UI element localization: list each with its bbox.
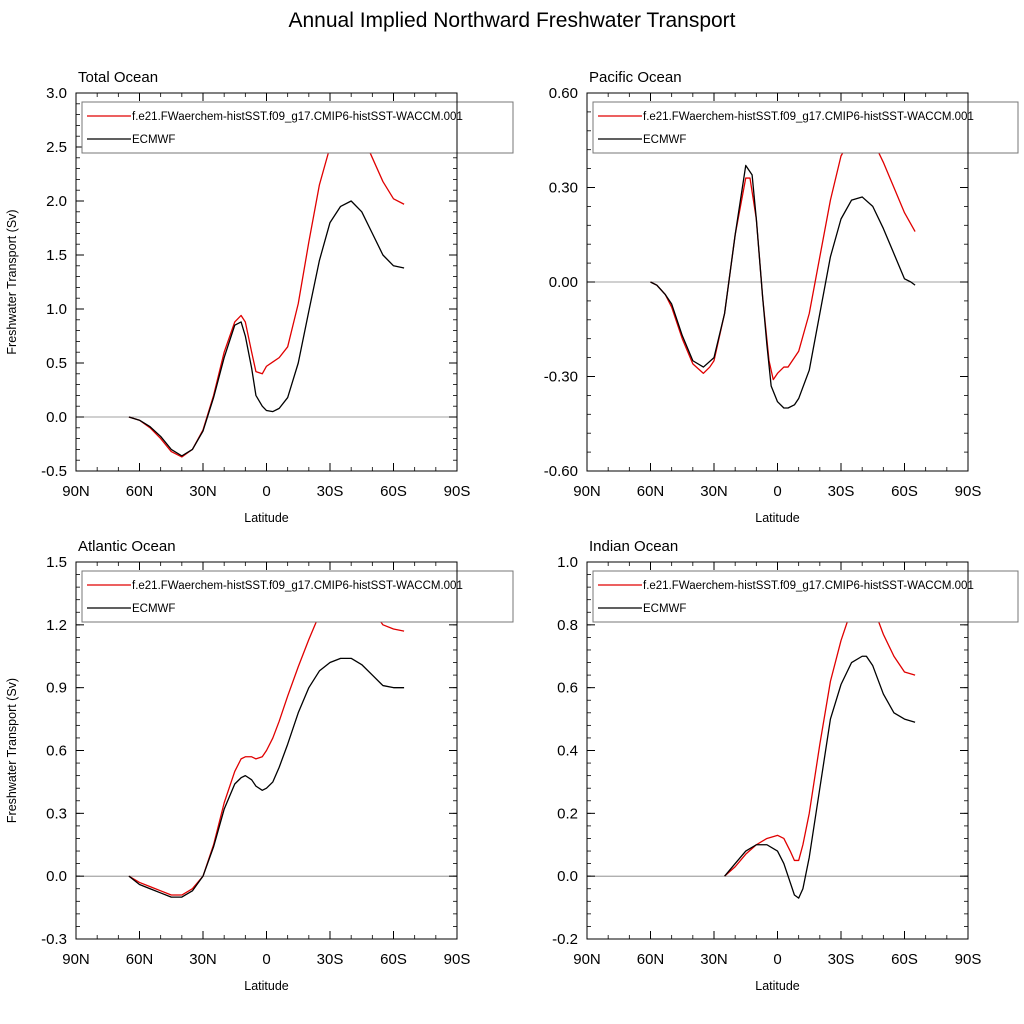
x-tick-label: 90S (955, 483, 982, 500)
y-tick-label: -0.30 (544, 369, 578, 386)
y-tick-label: 2.0 (46, 193, 67, 210)
x-tick-label: 0 (773, 951, 781, 968)
x-tick-label: 90S (955, 951, 982, 968)
x-axis-label: Latitude (244, 511, 289, 525)
series-line-f-e21-fwaerchem-histsst-f09-g17-cmip6-histsst-waccm-001 (128, 122, 405, 458)
y-tick-label: 0.0 (557, 868, 578, 885)
x-tick-label: 0 (773, 483, 781, 500)
x-axis-label: Latitude (755, 979, 800, 993)
series-line-ecmwf (724, 655, 916, 899)
x-tick-label: 60N (637, 483, 665, 500)
y-tick-label: 0.9 (46, 680, 67, 697)
panel-total-ocean: Total Ocean 90N 60N 30N 0 30S 60S 90S -0.5 0.0 0.5… (5, 69, 514, 525)
x-tick-label: 30N (700, 483, 728, 500)
y-tick-label: 0.60 (549, 85, 578, 102)
legend-label: f.e21.FWaerchem-histSST.f09_g17.CMIP6-hi… (132, 580, 463, 592)
legend-label: f.e21.FWaerchem-histSST.f09_g17.CMIP6-hi… (132, 111, 463, 123)
indian-ocean-legend: f.e21.FWaerchem-histSST.f09_g17.CMIP6-hi… (592, 570, 1019, 623)
y-tick-label: 0.6 (46, 743, 67, 760)
y-tick-label: 1.5 (46, 554, 67, 571)
y-tick-label: 0.30 (549, 180, 578, 197)
x-tick-label: 90N (62, 951, 90, 968)
series-line-f-e21-fwaerchem-histsst-f09-g17-cmip6-histsst-waccm-001 (724, 595, 916, 877)
y-tick-label: 0.0 (46, 409, 67, 426)
x-tick-label: 30S (317, 483, 344, 500)
y-axis-label: Freshwater Transport (Sv) (5, 209, 19, 354)
x-tick-label: 60S (380, 951, 407, 968)
x-tick-label: 90N (573, 951, 601, 968)
x-tick-label: 60S (891, 483, 918, 500)
panel-indian-ocean: Indian Ocean 90N 60N 30N 0 30S 60S 90S -0.2 0.0 0.… (552, 538, 1019, 993)
y-tick-label: 1.5 (46, 247, 67, 264)
y-tick-label: 1.0 (557, 554, 578, 571)
legend-label: ECMWF (132, 134, 175, 146)
plot-frame (75, 92, 458, 472)
legend-box (592, 570, 1019, 623)
pacific-ocean-legend: f.e21.FWaerchem-histSST.f09_g17.CMIP6-hi… (592, 101, 1019, 154)
panel-pacific-ocean: Pacific Ocean 90N 60N 30N 0 30S 60S 90S -0.60 -0.… (544, 69, 1019, 525)
y-tick-label: 0.00 (549, 274, 578, 291)
atlantic-ocean-legend: f.e21.FWaerchem-histSST.f09_g17.CMIP6-hi… (81, 570, 514, 623)
y-tick-label: -0.5 (41, 463, 67, 480)
x-tick-label: 60N (126, 483, 154, 500)
y-tick-label: 3.0 (46, 85, 67, 102)
pacific-ocean-title: Pacific Ocean (589, 69, 682, 86)
total-ocean-legend: f.e21.FWaerchem-histSST.f09_g17.CMIP6-hi… (81, 101, 514, 154)
series-line-f-e21-fwaerchem-histsst-f09-g17-cmip6-histsst-waccm-001 (650, 130, 916, 381)
plot-frame (586, 92, 969, 472)
x-tick-label: 90S (444, 951, 471, 968)
panel-atlantic-ocean: Atlantic Ocean 90N 60N 30N 0 30S 60S 90S -0.3 0.0… (5, 538, 514, 993)
y-tick-label: 0.4 (557, 743, 578, 760)
total-ocean-title: Total Ocean (78, 69, 158, 86)
y-tick-label: 0.8 (557, 617, 578, 634)
y-tick-label: 2.5 (46, 139, 67, 156)
legend-label: ECMWF (132, 603, 175, 615)
x-tick-label: 0 (262, 483, 270, 500)
series-line-f-e21-fwaerchem-histsst-f09-g17-cmip6-histsst-waccm-001 (128, 590, 405, 896)
x-tick-label: 60S (380, 483, 407, 500)
y-tick-label: -0.2 (552, 931, 578, 948)
x-tick-label: 60N (126, 951, 154, 968)
legend-label: ECMWF (643, 603, 686, 615)
legend-label: f.e21.FWaerchem-histSST.f09_g17.CMIP6-hi… (643, 580, 974, 592)
legend-label: f.e21.FWaerchem-histSST.f09_g17.CMIP6-hi… (643, 111, 974, 123)
legend-label: ECMWF (643, 134, 686, 146)
y-axis-label: Freshwater Transport (Sv) (5, 678, 19, 823)
x-tick-label: 0 (262, 951, 270, 968)
y-tick-label: 0.5 (46, 355, 67, 372)
indian-ocean-title: Indian Ocean (589, 538, 678, 555)
x-tick-label: 90N (573, 483, 601, 500)
x-tick-label: 60N (637, 951, 665, 968)
x-tick-label: 60S (891, 951, 918, 968)
plot-frame (586, 561, 969, 940)
figure-title: Annual Implied Northward Freshwater Tran… (288, 9, 735, 32)
x-axis-label: Latitude (244, 979, 289, 993)
y-tick-label: 0.0 (46, 868, 67, 885)
y-tick-label: 0.3 (46, 805, 67, 822)
series-line-ecmwf (650, 164, 916, 409)
legend-box (81, 101, 514, 154)
x-tick-label: 30S (317, 951, 344, 968)
y-tick-label: -0.3 (41, 931, 67, 948)
x-tick-label: 90S (444, 483, 471, 500)
series-line-ecmwf (128, 657, 405, 898)
y-tick-label: 0.2 (557, 805, 578, 822)
y-tick-label: 1.2 (46, 617, 67, 634)
legend-box (81, 570, 514, 623)
plot-frame (75, 561, 458, 940)
x-tick-label: 90N (62, 483, 90, 500)
x-tick-label: 30N (189, 483, 217, 500)
y-tick-label: -0.60 (544, 463, 578, 480)
x-tick-label: 30S (828, 951, 855, 968)
legend-box (592, 101, 1019, 154)
atlantic-ocean-title: Atlantic Ocean (78, 538, 176, 555)
x-tick-label: 30N (700, 951, 728, 968)
series-line-ecmwf (128, 200, 405, 457)
y-tick-label: 0.6 (557, 680, 578, 697)
x-tick-label: 30N (189, 951, 217, 968)
x-tick-label: 30S (828, 483, 855, 500)
y-tick-label: 1.0 (46, 301, 67, 318)
x-axis-label: Latitude (755, 511, 800, 525)
